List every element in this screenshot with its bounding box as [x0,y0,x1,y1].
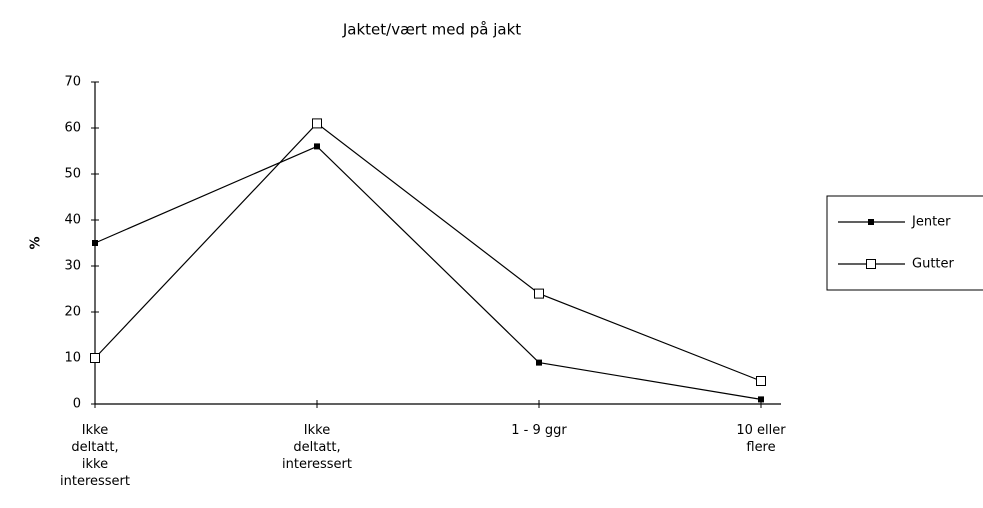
data-point [536,359,542,366]
y-tick-label: 40 [64,213,81,228]
legend-label: Gutter [912,257,955,272]
y-axis-label: % [29,236,44,249]
series-line [94,122,762,382]
legend-marker [868,219,874,225]
series-line [94,145,762,400]
data-point [92,240,98,246]
y-tick-label: 20 [64,305,81,320]
y-tick-label: 60 [64,121,81,136]
data-point [534,288,544,299]
data-point [90,353,100,363]
y-tick-label: 30 [64,259,81,274]
legend-label: Jenter [911,215,951,230]
x-tick-label: 10 eller flere [736,423,786,455]
y-tick-label: 0 [73,397,81,412]
data-point [314,143,320,150]
data-point [756,376,766,386]
legend-box [826,195,983,291]
y-tick-label: 10 [64,351,81,366]
x-tick-label: Ikke deltatt, interessert [282,423,352,472]
x-tick-label: Ikke deltatt, ikke interessert [60,423,130,489]
y-tick-label: 50 [64,167,81,182]
x-tick-label: 1 - 9 ggr [511,423,567,438]
y-tick-label: 70 [64,75,81,90]
data-point [758,396,764,403]
chart-title: Jaktet/vært med på jakt [342,21,521,39]
legend-marker [866,259,876,269]
data-point [312,118,322,129]
